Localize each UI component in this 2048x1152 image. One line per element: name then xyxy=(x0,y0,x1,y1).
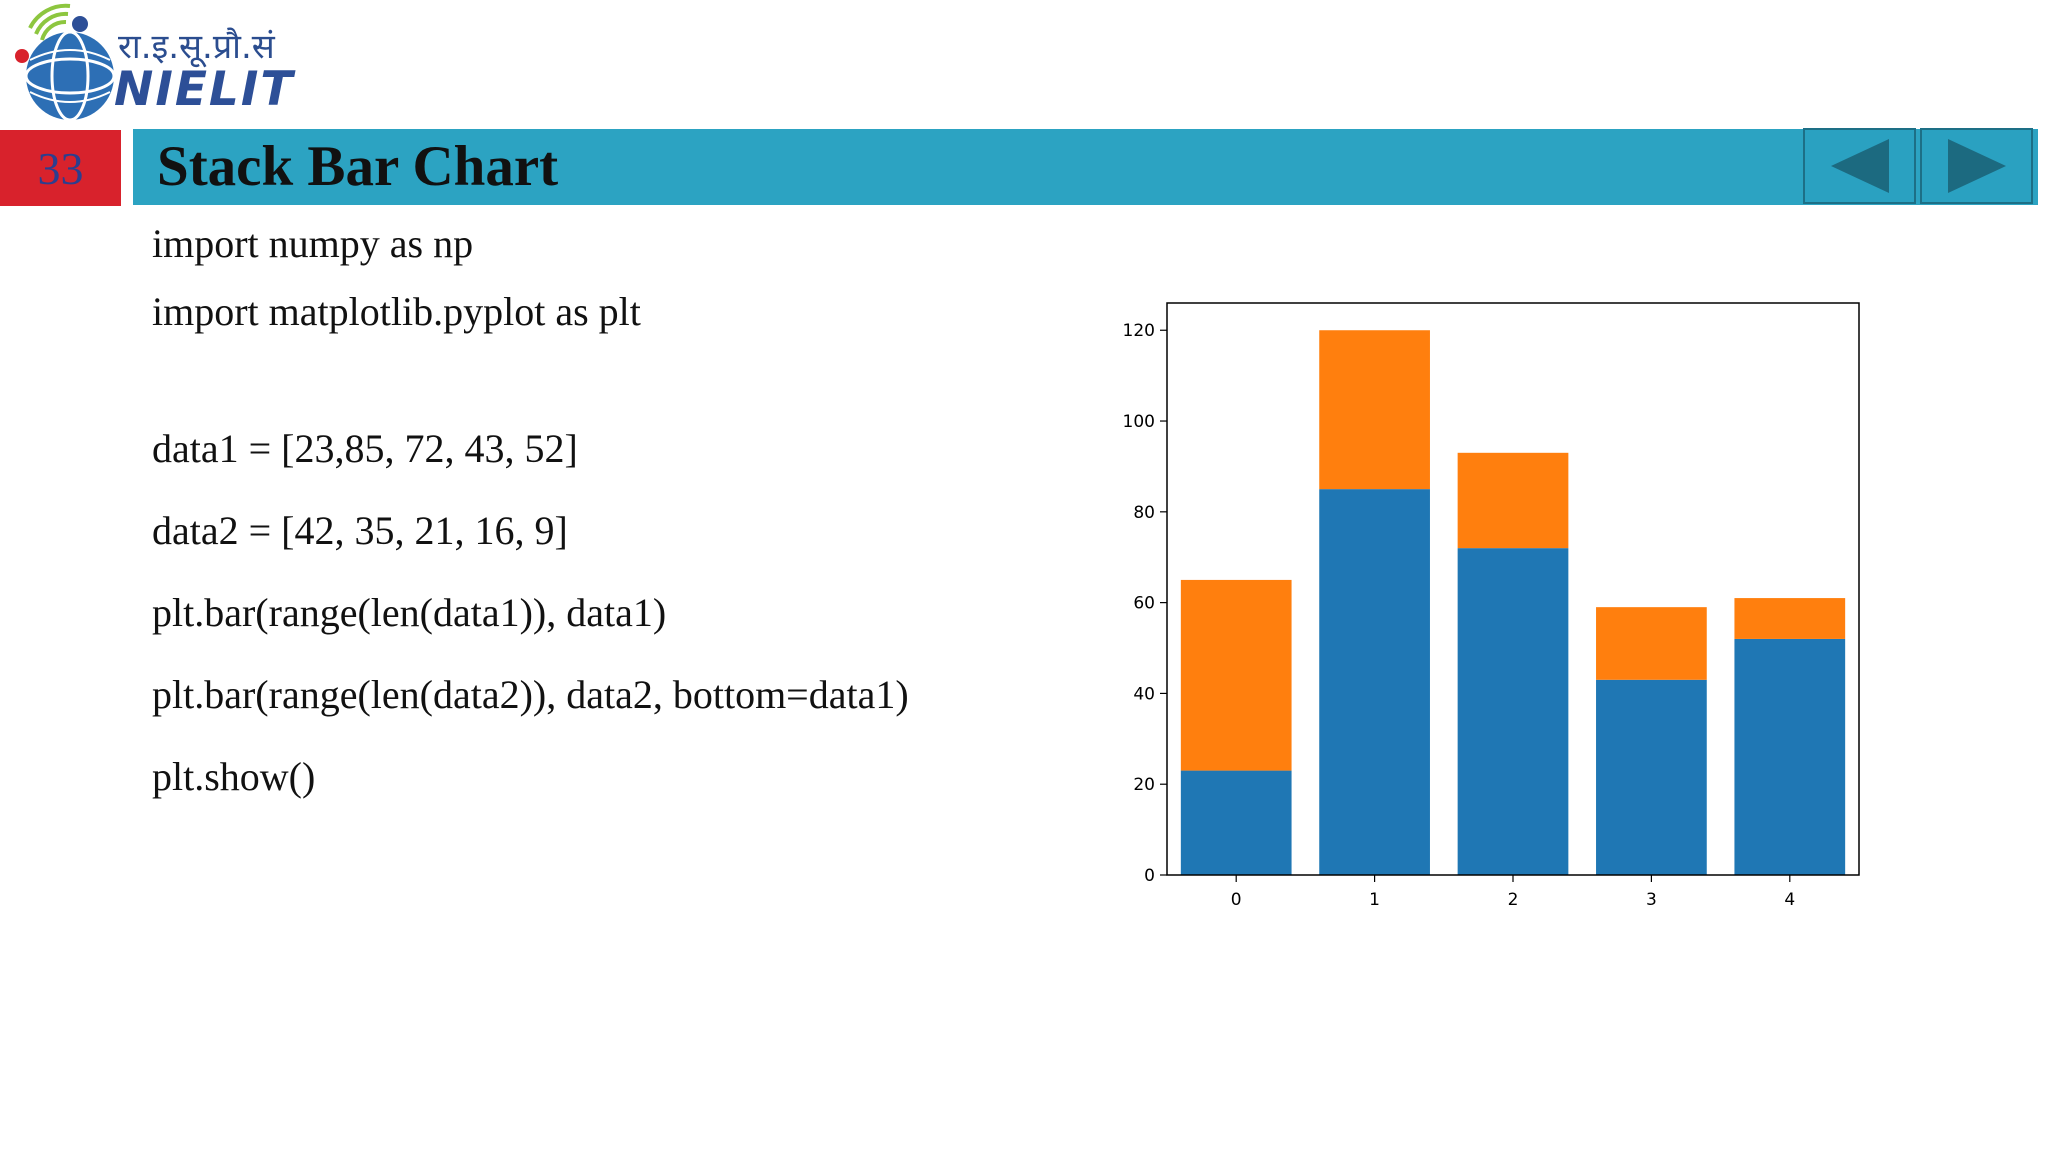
y-tick-label: 120 xyxy=(1123,321,1155,341)
x-tick-label: 3 xyxy=(1646,890,1657,910)
y-tick-label: 40 xyxy=(1133,684,1155,704)
logo-wordmark: NIELIT xyxy=(114,62,295,117)
x-tick-label: 4 xyxy=(1784,890,1795,910)
triangle-right-icon xyxy=(1947,139,2006,193)
triangle-left-icon xyxy=(1830,139,1889,193)
stacked-bar-chart: 0 20 40 60 80 100 120 0 1 2 3 4 xyxy=(1123,302,1860,910)
y-tick-label: 0 xyxy=(1144,866,1155,886)
bar-series-1-4 xyxy=(1734,638,1846,875)
code-line: data2 = [42, 35, 21, 16, 9] xyxy=(152,508,568,553)
code-line: import matplotlib.pyplot as plt xyxy=(152,289,641,334)
slide-number: 33 xyxy=(37,142,84,194)
x-tick-label: 2 xyxy=(1508,890,1519,910)
globe-emblem-icon xyxy=(15,3,116,122)
bar-series-1-3 xyxy=(1596,679,1707,875)
y-tick-label: 20 xyxy=(1133,775,1155,795)
slide-title: Stack Bar Chart xyxy=(157,135,559,198)
bar-series-1-1 xyxy=(1319,489,1430,875)
previous-slide-button[interactable] xyxy=(1803,128,1916,204)
bar-series-2-0 xyxy=(1180,579,1292,771)
bar-series-1-0 xyxy=(1180,770,1292,875)
logo-devanagari-text: रा.इ.सू.प्रौ.सं xyxy=(118,27,275,67)
nielit-logo: रा.इ.सू.प्रौ.सं NIELIT xyxy=(10,0,310,122)
x-tick-label: 0 xyxy=(1231,890,1242,910)
x-tick-label: 1 xyxy=(1369,890,1380,910)
code-line: plt.show() xyxy=(152,754,316,799)
title-bar: Stack Bar Chart xyxy=(133,129,2038,205)
bar-series-1-2 xyxy=(1457,548,1569,875)
code-line: import numpy as np xyxy=(152,221,474,266)
bar-series-2-4 xyxy=(1734,598,1846,639)
bar-series-2-1 xyxy=(1319,330,1430,490)
code-line: data1 = [23,85, 72, 43, 52] xyxy=(152,426,578,471)
y-tick-label: 100 xyxy=(1123,412,1155,432)
code-line: plt.bar(range(len(data1)), data1) xyxy=(152,590,667,635)
bar-series-2-3 xyxy=(1596,607,1707,680)
bar-series-2-2 xyxy=(1457,452,1569,549)
code-line: plt.bar(range(len(data2)), data2, bottom… xyxy=(152,672,909,717)
y-tick-label: 60 xyxy=(1133,594,1155,614)
slide-number-badge: 33 xyxy=(0,130,121,206)
next-slide-button[interactable] xyxy=(1920,128,2033,204)
y-tick-label: 80 xyxy=(1133,503,1155,523)
